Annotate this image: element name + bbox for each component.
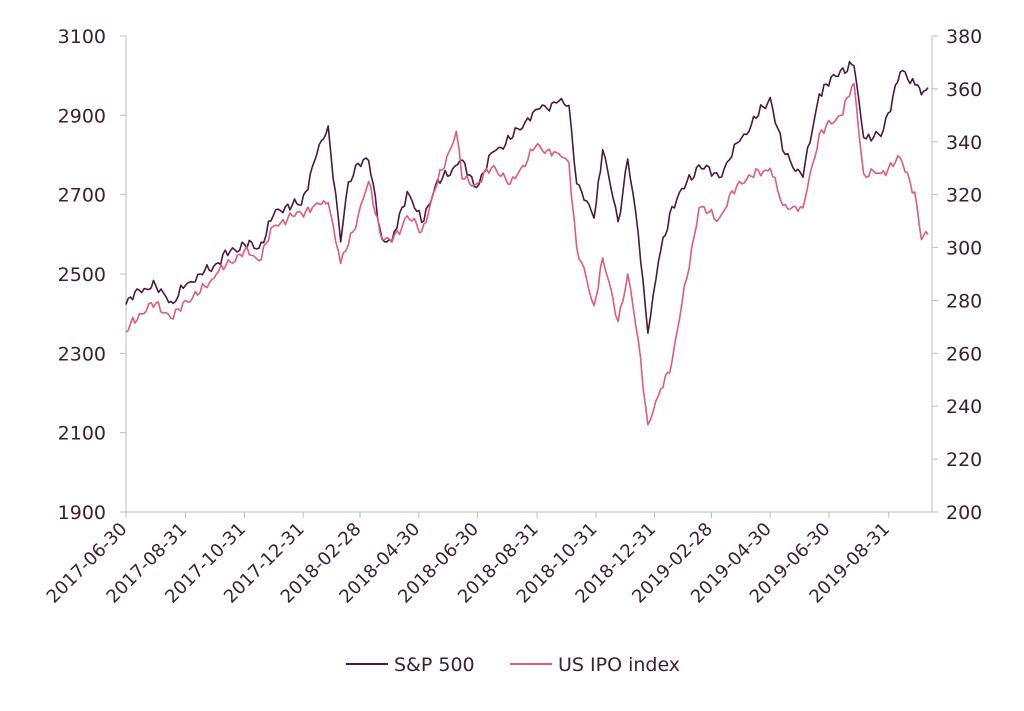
axes-layer [125,36,933,513]
left-y-tick-label: 2900 [58,105,106,127]
right-y-tick-label: 380 [946,26,982,48]
right-y-tick-label: 280 [946,290,982,312]
right-y-tick-label: 300 [946,238,982,260]
series-sp500-line [125,60,929,334]
right-y-tick-label: 240 [946,396,982,418]
right-y-tick-label: 360 [946,79,982,101]
right-y-tick-label: 320 [946,185,982,207]
ticks-layer: 1900 2100 2300 2500 2700 2900 3100 200 220 240 260… [43,26,983,608]
right-y-tick-label: 340 [946,132,982,154]
left-y-tick-label: 2100 [58,423,106,445]
legend-ipo-label: US IPO index [558,654,680,676]
series-us-ipo-index-line [125,82,929,426]
right-y-tick-label: 220 [946,449,982,471]
legend-sp500-label: S&P 500 [394,654,475,676]
right-y-tick-label: 200 [946,502,982,524]
left-y-tick-label: 1900 [58,502,106,524]
right-y-tick-label: 260 [946,343,982,365]
left-y-tick-label: 2500 [58,264,106,286]
left-y-tick-label: 2300 [58,343,106,365]
series-layer [125,60,929,426]
legend: S&P 500 US IPO index [346,654,680,676]
left-y-tick-label: 3100 [58,26,106,48]
left-y-tick-label: 2700 [58,185,106,207]
